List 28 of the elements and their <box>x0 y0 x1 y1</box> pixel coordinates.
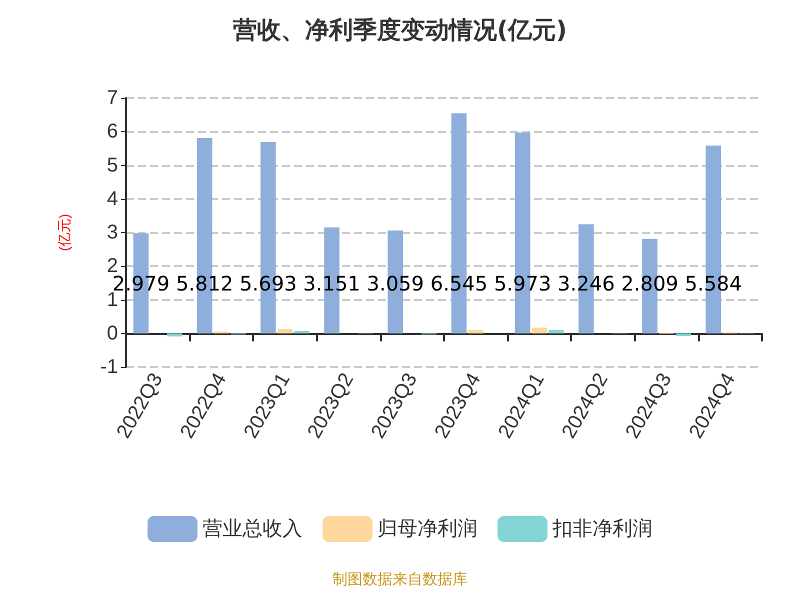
text: 制图数据来自数据库 <box>332 571 468 588</box>
y-tick-label: -1 <box>100 356 118 378</box>
bar <box>532 328 548 334</box>
data-label: 2.809 <box>621 271 678 296</box>
bar <box>468 330 484 334</box>
bar <box>676 333 692 336</box>
y-tick-label: 4 <box>106 188 118 210</box>
chart-title: 营收、净利季度变动情况(亿元) <box>232 16 567 44</box>
y-axis-title: (亿元) <box>56 214 72 252</box>
y-tick-label: 3 <box>106 222 118 244</box>
y-tick-label: 7 <box>106 87 118 109</box>
data-label: 6.545 <box>430 271 488 296</box>
data-label: 5.584 <box>684 271 742 296</box>
y-tick-label: 6 <box>106 120 118 143</box>
data-label: 3.059 <box>366 271 424 296</box>
y-tick-label: 0 <box>106 322 118 344</box>
bar <box>277 329 293 334</box>
bar <box>166 333 182 336</box>
data-label: 3.246 <box>558 271 615 296</box>
bar <box>548 330 564 334</box>
legend-label: 营业总收入 <box>202 518 302 540</box>
legend-label: 归母净利润 <box>378 518 478 540</box>
data-label: 5.812 <box>176 271 234 296</box>
data-label: 3.151 <box>303 271 360 296</box>
data-label: 5.693 <box>240 271 297 296</box>
data-label: 5.973 <box>494 271 552 296</box>
legend-label: 扣非净利润 <box>552 518 652 540</box>
y-tick-label: 5 <box>106 154 118 176</box>
